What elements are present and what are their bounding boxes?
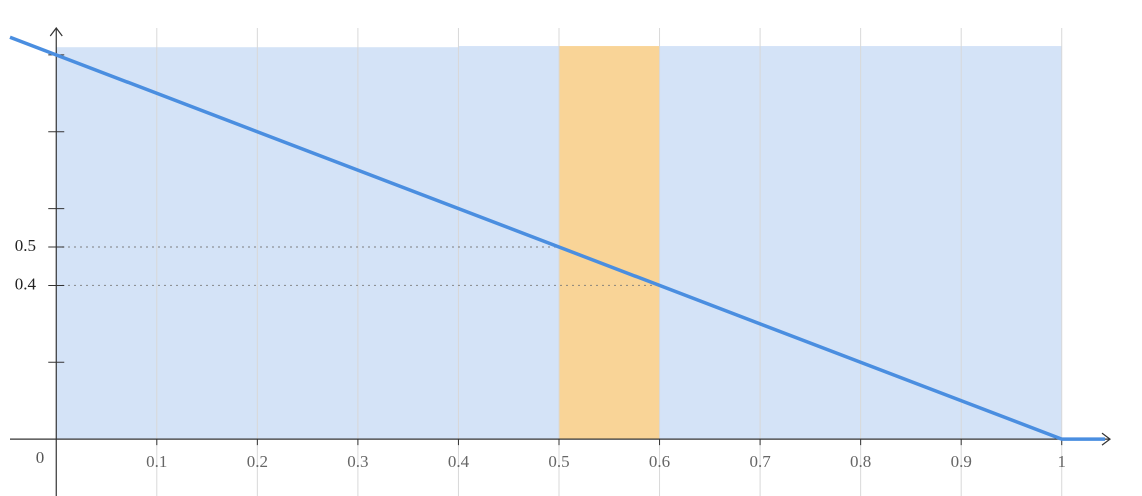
x-tick-label: 0.5	[548, 452, 569, 471]
x-axis-arrow	[1101, 432, 1111, 446]
bar	[357, 47, 459, 440]
bar	[659, 46, 761, 440]
x-tick-label: 1	[1057, 452, 1066, 471]
x-tick-label: 0.2	[247, 452, 268, 471]
x-tick-label: 0.3	[347, 452, 368, 471]
x-tick-label: 0.8	[850, 452, 871, 471]
y-axis-arrow	[49, 27, 63, 37]
x-tick-label: 0.7	[749, 452, 771, 471]
origin-label: 0	[36, 448, 45, 467]
x-tick-label: 0.4	[448, 452, 470, 471]
x-tick-label: 0.1	[146, 452, 167, 471]
bar	[156, 47, 258, 440]
bar	[56, 47, 157, 440]
bar	[961, 46, 1062, 440]
bar	[860, 46, 962, 440]
x-tick-label: 0.6	[649, 452, 670, 471]
x-tick-label: 0.9	[951, 452, 972, 471]
y-tick-label: 0.5	[15, 236, 36, 255]
line	[9, 35, 1105, 441]
bar	[458, 46, 559, 440]
y-tick-label: 0.4	[15, 274, 37, 293]
bar	[257, 47, 358, 440]
bar	[558, 46, 660, 440]
bar	[760, 46, 861, 440]
